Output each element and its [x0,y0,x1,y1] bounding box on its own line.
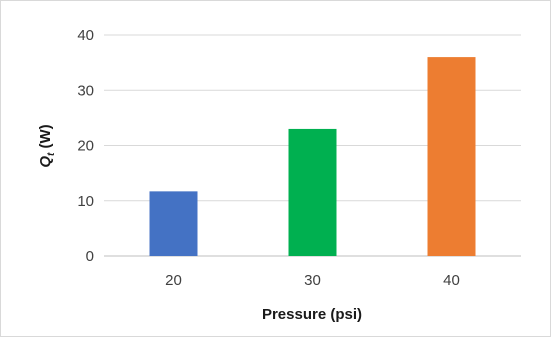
x-axis-title: Pressure (psi) [262,306,362,323]
bars [149,57,476,256]
y-tick-label: 0 [86,248,94,265]
bar-30 [288,128,337,256]
bar-chart: 0 10 20 30 40 20 30 40 Pressure (psi) Qt (W) [37,27,521,323]
y-axis-title: Qt (W) [37,124,57,167]
chart-frame: 0 10 20 30 40 20 30 40 Pressure (psi) Qt (W) [0,0,551,337]
y-axis-title-unit: (W) [37,124,54,152]
y-tick-label: 30 [77,82,94,99]
y-tick-label: 10 [77,193,94,210]
bar-20 [149,191,198,256]
y-tick-labels: 0 10 20 30 40 [77,27,94,265]
x-tick-label: 40 [443,272,460,289]
x-tick-label: 30 [304,272,321,289]
y-tick-label: 20 [77,138,94,155]
y-tick-label: 40 [77,27,94,44]
x-tick-labels: 20 30 40 [165,272,460,289]
y-axis-title-subscript: t [46,152,57,156]
bar-40 [427,57,476,256]
x-tick-label: 20 [165,272,182,289]
y-axis-title-symbol: Q [37,156,54,168]
